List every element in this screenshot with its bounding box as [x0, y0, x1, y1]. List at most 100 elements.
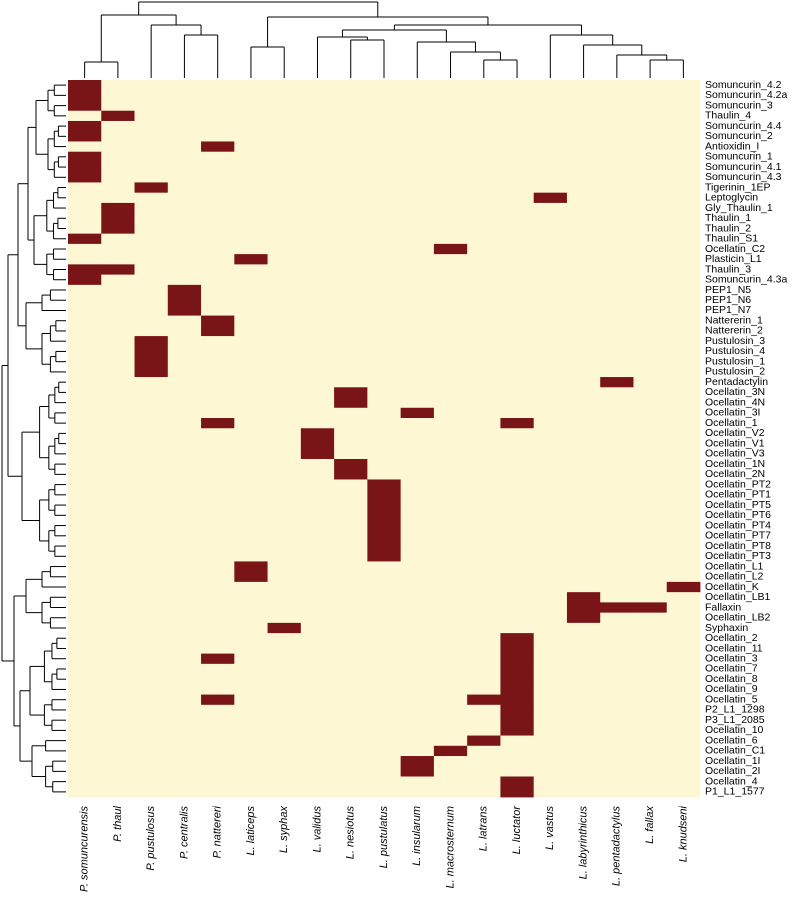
heatmap-cell [467, 602, 501, 614]
heatmap-cell [666, 161, 701, 173]
row-label: Ocellatin_2I [705, 765, 760, 777]
heatmap-cell [201, 315, 235, 327]
heatmap-cell [334, 346, 368, 357]
heatmap-cell [167, 428, 202, 439]
heatmap-cell [500, 428, 535, 439]
heatmap-cell [433, 786, 468, 798]
row-label: Nattererin_1 [705, 314, 763, 326]
heatmap-cell [300, 377, 335, 388]
heatmap-cell [666, 100, 701, 112]
heatmap-cell [566, 756, 601, 767]
heatmap-cell [666, 643, 701, 654]
heatmap-cell [400, 663, 435, 675]
heatmap-cell [101, 704, 135, 716]
heatmap-cell [666, 704, 701, 716]
heatmap-cell [500, 694, 535, 706]
heatmap-cell [467, 295, 501, 306]
heatmap-cell [367, 223, 402, 235]
heatmap-cell [666, 602, 701, 614]
heatmap-cell [566, 622, 601, 634]
heatmap-cell [400, 213, 435, 224]
heatmap-cell [201, 561, 235, 573]
heatmap-cell [68, 704, 102, 716]
heatmap-cell [267, 684, 302, 695]
heatmap-cell [234, 561, 268, 573]
row-label: Ocellatin_PT8 [705, 540, 771, 552]
heatmap-cell [267, 223, 302, 235]
heatmap-cell [666, 202, 701, 214]
heatmap-cell [300, 458, 335, 470]
heatmap-cell [334, 284, 368, 296]
heatmap-cell [666, 141, 701, 153]
heatmap-cell [600, 622, 634, 634]
heatmap-cell [400, 438, 435, 450]
heatmap-cell [367, 284, 402, 296]
heatmap-cell [68, 233, 102, 245]
heatmap-cell [68, 438, 102, 450]
heatmap-cell [167, 356, 202, 368]
heatmap-cell [400, 489, 435, 501]
heatmap-cell [101, 510, 135, 521]
heatmap-cell [600, 786, 634, 798]
heatmap-cell [334, 100, 368, 112]
heatmap-cell [566, 499, 601, 511]
heatmap-cell [101, 202, 135, 214]
heatmap-cell [433, 254, 468, 265]
heatmap-cell [234, 684, 268, 695]
heatmap-cell [201, 336, 235, 347]
heatmap-cell [167, 161, 202, 173]
heatmap-cell [400, 182, 435, 194]
row-label: Ocellatin_4 [705, 775, 758, 787]
heatmap-cell [433, 407, 468, 419]
heatmap-cell [68, 674, 102, 685]
heatmap-cell [167, 448, 202, 460]
heatmap-cell [533, 581, 568, 593]
heatmap-cell [134, 100, 169, 112]
heatmap-cell [334, 786, 368, 798]
heatmap-cell [467, 592, 501, 603]
heatmap-cell [201, 428, 235, 439]
heatmap-cell [400, 643, 435, 654]
heatmap-cell [167, 120, 202, 132]
heatmap-cell [167, 622, 202, 634]
heatmap-cell [201, 172, 235, 183]
heatmap-cell [600, 489, 634, 501]
heatmap-cell [167, 438, 202, 450]
heatmap-cell [533, 458, 568, 470]
heatmap-cell [300, 141, 335, 153]
heatmap-cell [600, 612, 634, 624]
heatmap-cell [134, 776, 169, 788]
heatmap-cell [533, 756, 568, 767]
heatmap-cell [433, 264, 468, 276]
heatmap-cell [201, 694, 235, 706]
heatmap-cell [134, 633, 169, 644]
heatmap-cell [400, 80, 435, 91]
heatmap-cell [234, 366, 268, 378]
heatmap-cell [467, 90, 501, 101]
row-label: Tigerinin_1EP [705, 181, 771, 193]
row-label: Ocellatin_LB1 [705, 591, 771, 603]
heatmap-cell [201, 776, 235, 788]
heatmap-cell [234, 663, 268, 675]
heatmap-cell [267, 561, 302, 573]
heatmap-cell [600, 274, 634, 286]
heatmap-cell [467, 213, 501, 224]
heatmap-cell [267, 530, 302, 542]
heatmap-cell [367, 499, 402, 511]
heatmap-cell [201, 264, 235, 276]
heatmap-cell [134, 110, 169, 122]
heatmap-cell [267, 643, 302, 654]
heatmap-cell [267, 346, 302, 357]
heatmap-cell [134, 448, 169, 460]
heatmap-cell [267, 766, 302, 777]
heatmap-cell [267, 571, 302, 583]
heatmap-cell [367, 315, 402, 327]
heatmap-cell [433, 674, 468, 685]
heatmap-cell [201, 161, 235, 173]
heatmap-cell [234, 499, 268, 511]
heatmap-cell [234, 643, 268, 654]
heatmap-cell [300, 151, 335, 163]
heatmap-cell [633, 622, 668, 634]
heatmap-cell [134, 653, 169, 665]
heatmap-cell [167, 418, 202, 429]
